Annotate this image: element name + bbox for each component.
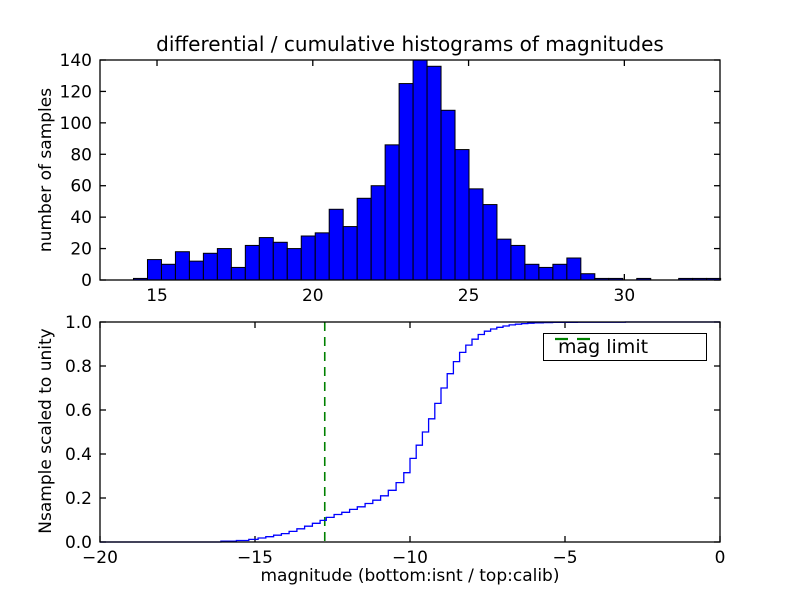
histogram-bar (328, 208, 344, 281)
histogram-bar (146, 259, 162, 281)
legend-dashed-line-sample (555, 337, 597, 341)
top-plot-axes-border (99, 59, 721, 281)
histogram-bar (398, 83, 414, 281)
top-plot-y-tick-label: 120 (60, 82, 92, 102)
top-plot-y-tick-label: 140 (60, 51, 92, 71)
bottom-y-axis-label: Nsample scaled to unity (36, 328, 56, 534)
bottom-plot-x-tick-label: 0 (715, 548, 726, 568)
figure-title: differential / cumulative histograms of … (156, 32, 664, 56)
top-plot-x-tick-label: 20 (302, 286, 324, 306)
histogram-bar (188, 260, 204, 281)
bottom-plot-x-tick-label: −15 (237, 548, 273, 568)
bottom-plot-y-tick-label: 0.6 (65, 401, 92, 421)
histogram-bar (538, 266, 554, 281)
bottom-plot-y-tick-label: 0.2 (65, 489, 92, 509)
histogram-bar (370, 185, 386, 281)
legend-box: mag limit (543, 333, 707, 361)
bottom-plot-y-tick-label: 1.0 (65, 313, 92, 333)
histogram-bar (272, 241, 288, 281)
bottom-plot-axes-border (99, 321, 721, 543)
histogram-bar (440, 109, 456, 281)
top-plot-x-tick-label: 15 (146, 286, 168, 306)
histogram-bar (342, 226, 358, 281)
legend-label: mag limit (558, 336, 649, 358)
histogram-bar (174, 251, 190, 281)
histogram-bar (426, 65, 442, 281)
top-y-axis-label: number of samples (36, 87, 56, 253)
histogram-bar (412, 59, 428, 281)
bottom-plot-x-tick-label: −10 (392, 548, 428, 568)
bottom-x-axis-label: magnitude (bottom:isnt / top:calib) (260, 566, 560, 586)
top-plot-y-tick-label: 100 (60, 114, 92, 134)
top-plot-y-tick-label: 80 (70, 145, 92, 165)
cumulative-step-line (100, 321, 720, 543)
histogram-bar (244, 244, 260, 281)
top-plot-y-tick-label: 40 (70, 208, 92, 228)
histogram-bar (230, 266, 246, 281)
top-plot-x-tick-label: 30 (614, 286, 636, 306)
top-plot-x-tick-label: 25 (458, 286, 480, 306)
histogram-bar (566, 257, 582, 281)
bottom-plot-y-tick-label: 0.8 (65, 357, 92, 377)
top-plot-y-tick-label: 60 (70, 177, 92, 197)
histogram-bar (216, 248, 232, 281)
histogram-bar (580, 273, 596, 281)
histogram-bar (468, 188, 484, 281)
histogram-bar (552, 263, 568, 281)
histogram-bar (496, 238, 512, 281)
bottom-plot-y-tick-label: 0.0 (65, 533, 92, 553)
histogram-bar (510, 244, 526, 281)
bottom-plot-y-tick-label: 0.4 (65, 445, 92, 465)
bottom-plot-x-tick-label: −5 (552, 548, 577, 568)
top-plot-y-tick-label: 20 (70, 240, 92, 260)
histogram-bar (286, 248, 302, 281)
histogram-bar (314, 232, 330, 281)
histogram-bar (258, 237, 274, 281)
histogram-bar (202, 252, 218, 281)
bottom-plot-x-tick-label: −20 (82, 548, 118, 568)
histogram-bar (384, 144, 400, 281)
histogram-bar (300, 235, 316, 281)
histogram-bar (160, 263, 176, 281)
histogram-bar (454, 149, 470, 281)
histogram-bar (524, 263, 540, 281)
top-plot-y-tick-label: 0 (81, 271, 92, 291)
histogram-bar (482, 204, 498, 281)
histogram-bar (356, 197, 372, 281)
